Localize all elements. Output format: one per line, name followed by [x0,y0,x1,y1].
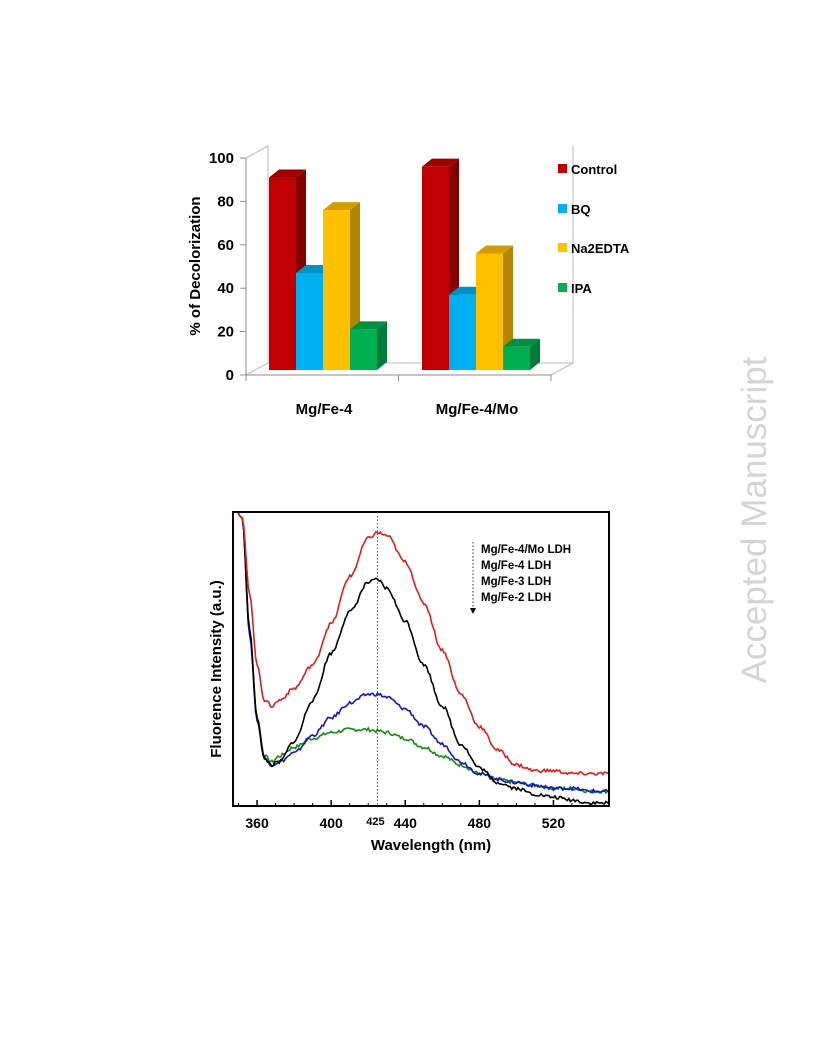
legend-swatch [558,204,567,213]
y-axis-label: Fluorence Intensity (a.u.) [208,580,225,758]
x-category-label: Mg/Fe-4 [296,401,353,418]
x-tick-label: 440 [394,815,418,831]
bar-front [503,346,530,370]
y-axis-label: % of Decolorization [187,196,204,335]
y-tick-label: 40 [217,280,234,297]
y-tick-label: 80 [217,193,234,210]
x-category-label: Mg/Fe-4/Mo [436,401,519,418]
bar-front [350,329,377,370]
bar-side [377,321,387,370]
x-tick-label: 520 [542,815,566,831]
y-tick-label: 0 [226,367,234,384]
bar-na2edta-1 [476,245,513,370]
bar-front [449,294,476,370]
legend-swatch [558,283,567,292]
legend-label: Mg/Fe-2 LDH [481,592,551,604]
x-axis-label: Wavelength (nm) [371,837,491,854]
series-line-mg-fe-3-ldh [236,512,609,794]
bar-top [503,338,540,347]
legend-label: Na2EDTA [571,241,630,256]
bar-front [323,210,350,370]
x-tick-label: 480 [468,815,492,831]
bar-top [323,202,360,211]
bar-ipa-1 [503,338,540,370]
bar-side [530,338,540,370]
legend-label: BQ [571,202,591,217]
bar-side [503,245,513,370]
bar-front [269,177,296,370]
bar-top [476,245,513,254]
series-line-mg-fe-4-ldh [236,512,609,806]
plot-frame [232,511,610,807]
accepted-manuscript-watermark: Accepted Manuscript [735,356,774,684]
y-tick-label: 20 [217,324,234,341]
series-line-mg-fe-4-mo-ldh [236,512,609,776]
y-tick-label: 100 [209,150,234,167]
legend-arrow-head [470,608,476,614]
bar-ipa-0 [350,321,387,370]
x-tick-label: 360 [245,815,269,831]
annotation-label: 425 [366,816,384,828]
legend-swatch [558,243,567,252]
legend-label: Mg/Fe-3 LDH [481,576,551,588]
bar-front [296,273,323,370]
bar-top [350,321,387,330]
x-tick-label: 400 [319,815,343,831]
bar-front [422,166,449,370]
legend-label: Mg/Fe-4/Mo LDH [481,544,571,556]
y-tick-label: 60 [217,237,234,254]
legend-label: IPA [571,281,592,296]
bar-front [476,253,503,370]
bar-top [269,169,306,178]
plot-lines [236,512,609,806]
bar-top [422,158,459,167]
legend-swatch [558,164,567,173]
legend-label: Control [571,162,617,177]
series-line-mg-fe-2-ldh [236,512,609,795]
legend-label: Mg/Fe-4 LDH [481,560,551,572]
